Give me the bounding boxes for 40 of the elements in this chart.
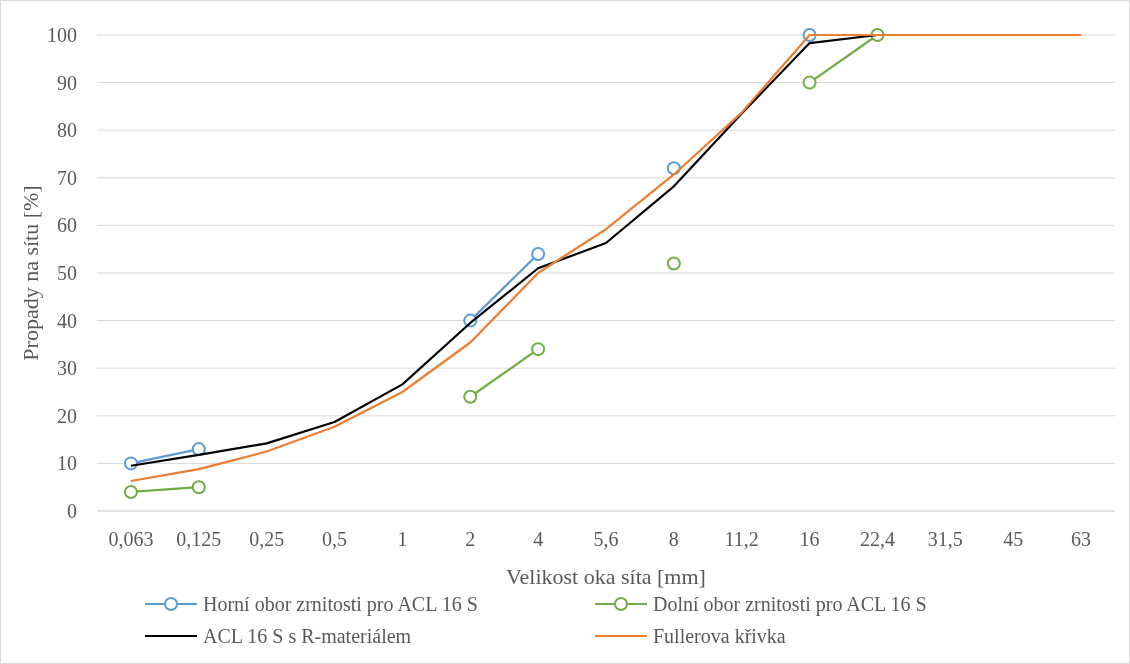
point xyxy=(531,342,546,357)
x-tick-label: 2 xyxy=(465,528,476,550)
x-axis-title: Velikost oka síta [mm] xyxy=(506,564,706,589)
x-tick-label: 31,5 xyxy=(927,528,963,550)
x-tick-label: 4 xyxy=(533,528,544,550)
x-tick-label: 63 xyxy=(1071,528,1092,550)
x-tick-label: 5,6 xyxy=(593,528,619,550)
point xyxy=(802,75,817,90)
x-tick-label: 0,25 xyxy=(249,528,285,550)
y-tick-label: 30 xyxy=(57,357,77,380)
x-tick-label: 0,5 xyxy=(322,528,348,550)
legend-label: Fullerova křivka xyxy=(653,625,786,647)
y-axis-title: Propady na sítu [%] xyxy=(18,185,43,361)
y-tick-label: 100 xyxy=(47,24,77,46)
point xyxy=(666,256,681,271)
y-tick-label: 80 xyxy=(57,119,77,142)
y-tick-label: 20 xyxy=(57,404,77,427)
x-tick-label: 22,4 xyxy=(859,528,895,550)
point xyxy=(191,480,206,495)
x-tick-label: 16 xyxy=(799,528,820,550)
y-tick-label: 60 xyxy=(57,214,77,237)
y-tick-label: 0 xyxy=(67,500,77,522)
point xyxy=(123,484,138,499)
x-tick-label: 1 xyxy=(397,528,408,550)
point xyxy=(191,442,206,457)
y-tick-label: 50 xyxy=(57,262,77,284)
x-tick-label: 8 xyxy=(668,528,679,550)
legend-label: ACL 16 S s R-materiálem xyxy=(203,625,412,647)
legend-label: Horní obor zrnitosti pro ACL 16 S xyxy=(203,593,478,616)
y-tick-label: 70 xyxy=(57,166,77,189)
y-tick-label: 40 xyxy=(57,309,77,332)
point xyxy=(463,389,478,404)
x-tick-label: 0,063 xyxy=(108,528,154,550)
point xyxy=(531,246,546,261)
legend-label: Dolní obor zrnitosti pro ACL 16 S xyxy=(653,593,927,616)
y-tick-label: 10 xyxy=(57,452,77,475)
x-tick-label: 0,125 xyxy=(176,528,222,550)
y-tick-label: 90 xyxy=(57,71,77,94)
x-tick-label: 45 xyxy=(1003,528,1024,550)
x-tick-label: 11,2 xyxy=(724,528,759,550)
